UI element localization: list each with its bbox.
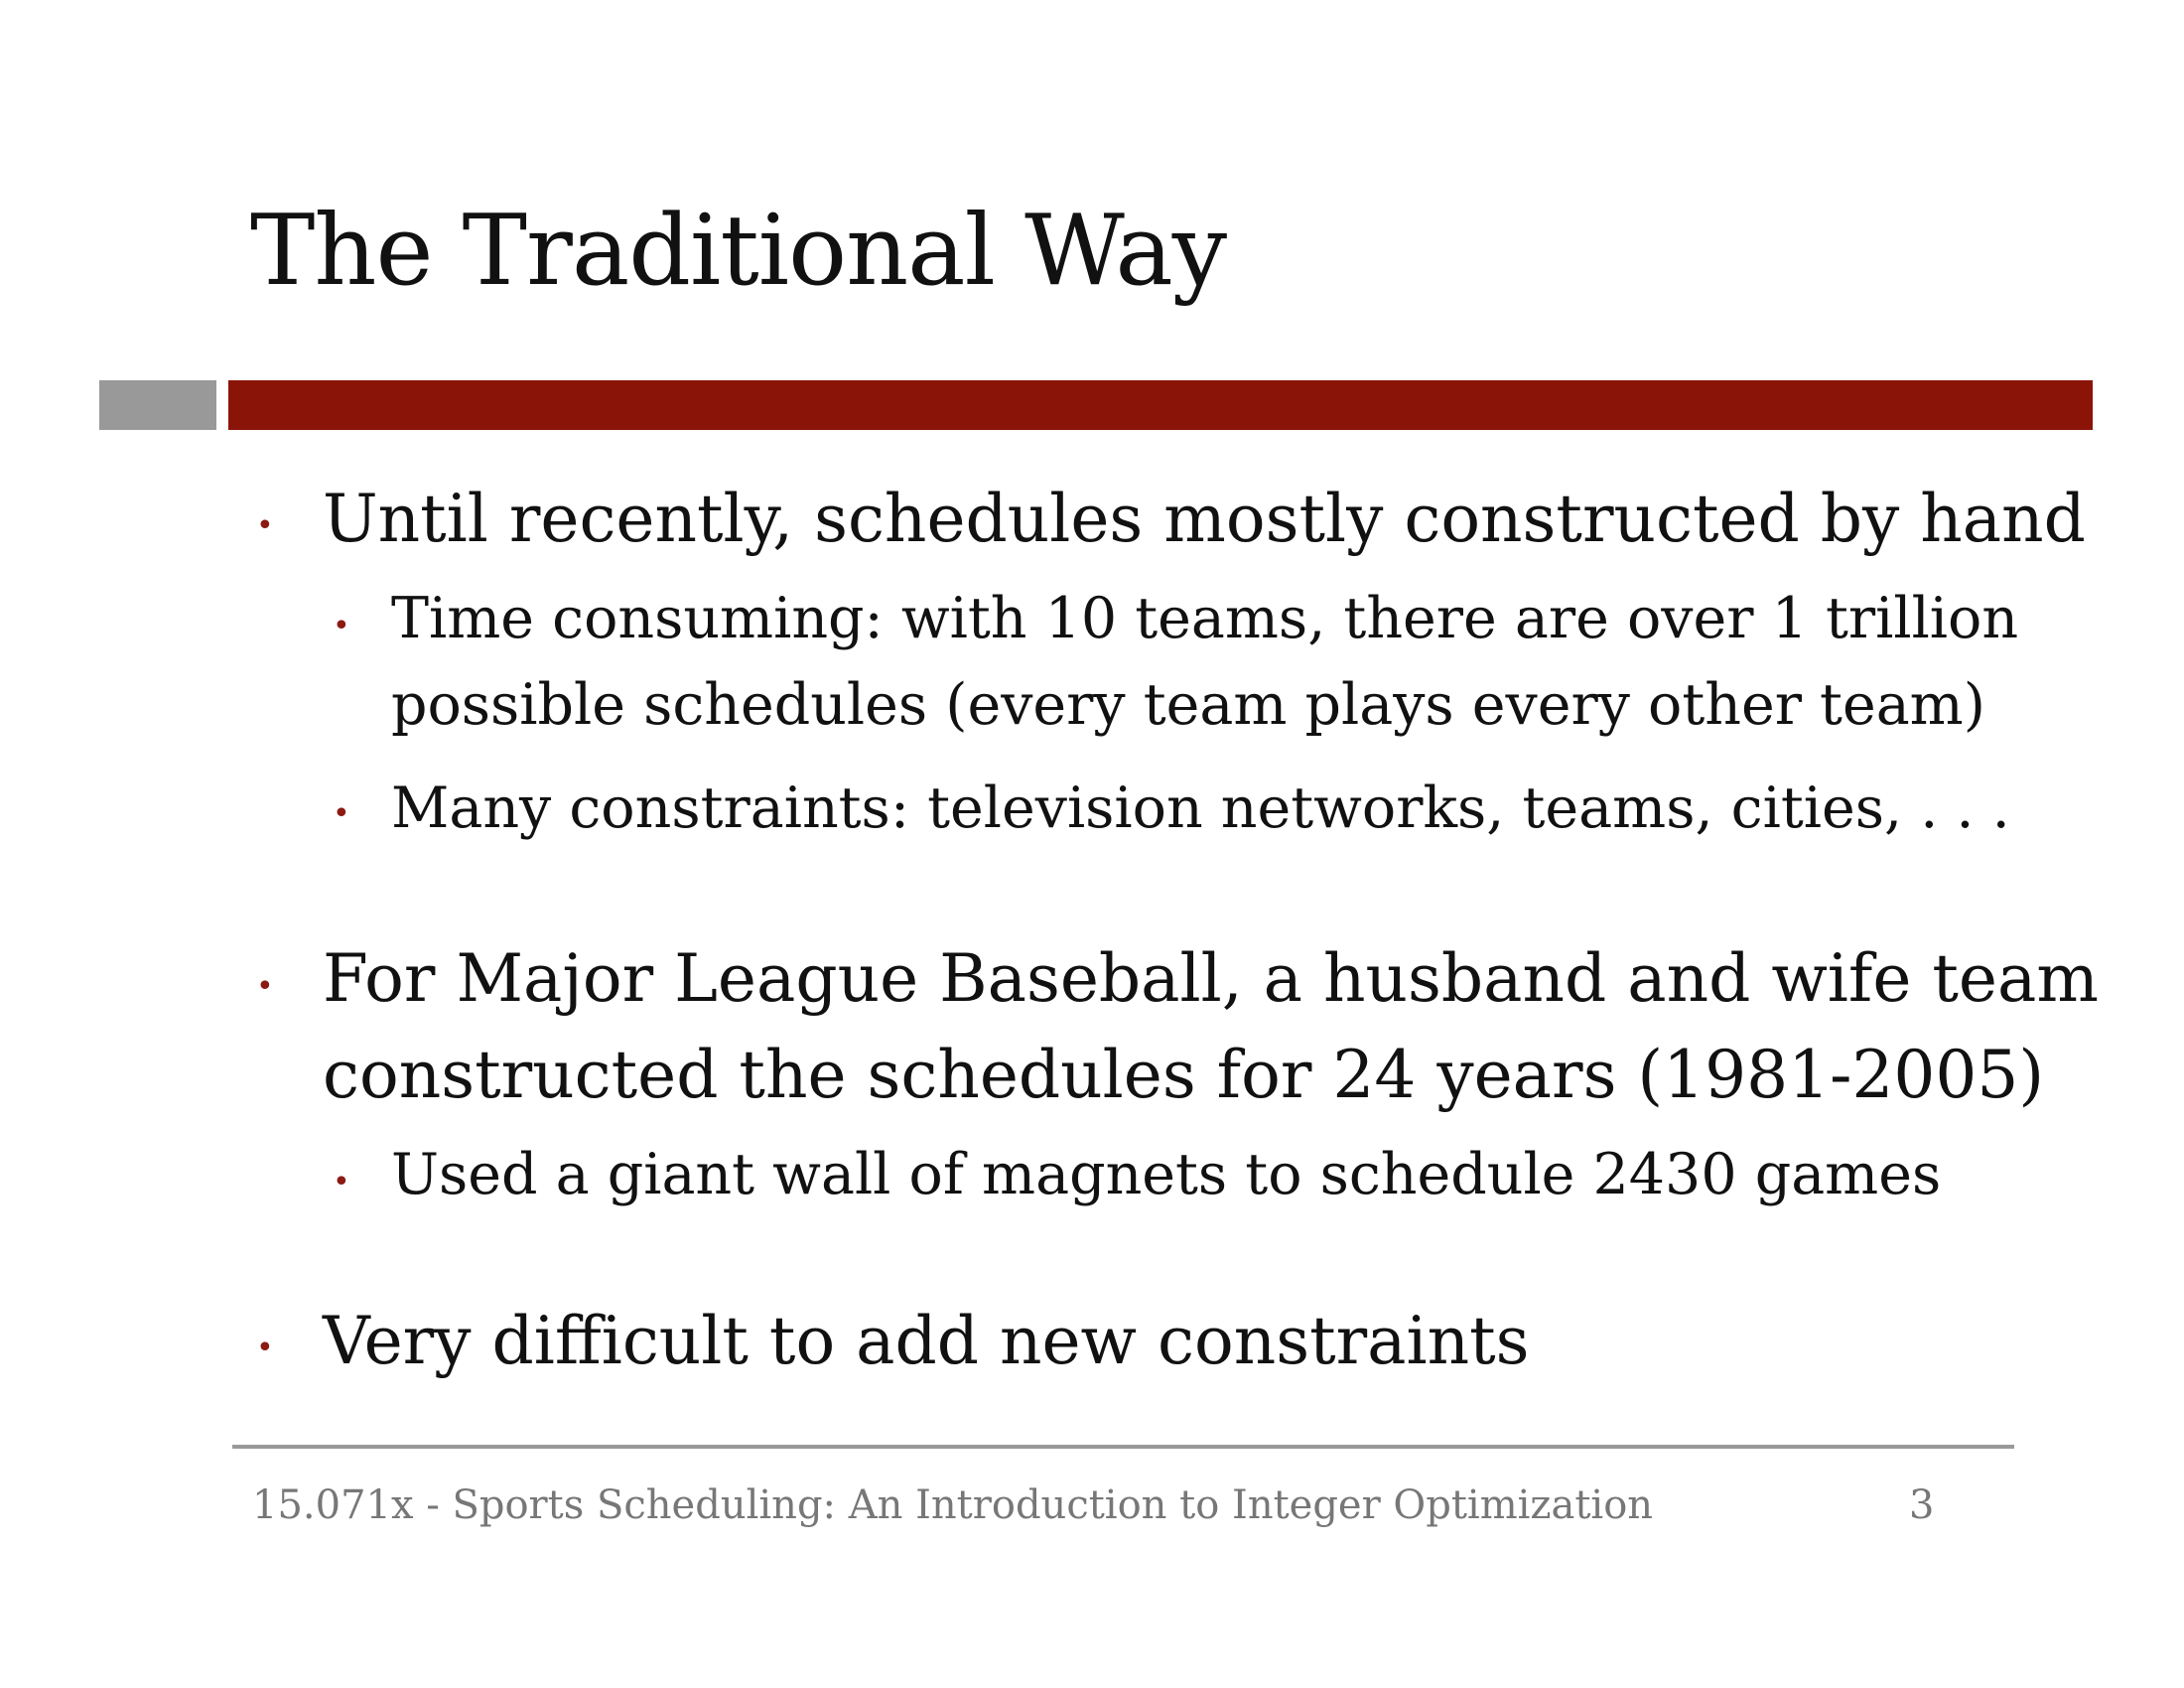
- bullet-marker: •: [256, 969, 274, 1004]
- sub-bullet-marker: •: [333, 609, 350, 643]
- bullet-1-sub-2-line-1: Many constraints: television networks, t…: [391, 775, 2010, 841]
- bullet-1-sub-1-line-1: Time consuming: with 10 teams, there are…: [391, 586, 2019, 651]
- footer-course-title: 15.071x - Sports Scheduling: An Introduc…: [252, 1482, 1654, 1528]
- page-number: 3: [1909, 1482, 1935, 1528]
- slide-title: The Traditional Way: [250, 195, 1227, 308]
- title-divider-red-bar: [228, 380, 2093, 430]
- bullet-1-sub-1-line-2: possible schedules (every team plays eve…: [391, 672, 1985, 738]
- bullet-2-line-2: constructed the schedules for 24 years (…: [323, 1037, 2045, 1113]
- title-divider-gray-block: [99, 380, 216, 430]
- bullet-marker: •: [256, 1331, 274, 1365]
- bullet-3-text: Very difficult to add new constraints: [323, 1303, 1530, 1379]
- bullet-2-line-1: For Major League Baseball, a husband and…: [323, 940, 2099, 1017]
- sub-bullet-marker: •: [333, 1165, 350, 1199]
- sub-bullet-marker: •: [333, 796, 350, 831]
- footer-divider: [232, 1445, 2014, 1449]
- bullet-2-sub-1-line-1: Used a giant wall of magnets to schedule…: [391, 1142, 1942, 1207]
- bullet-1-text: Until recently, schedules mostly constru…: [323, 481, 2086, 557]
- bullet-marker: •: [256, 508, 274, 543]
